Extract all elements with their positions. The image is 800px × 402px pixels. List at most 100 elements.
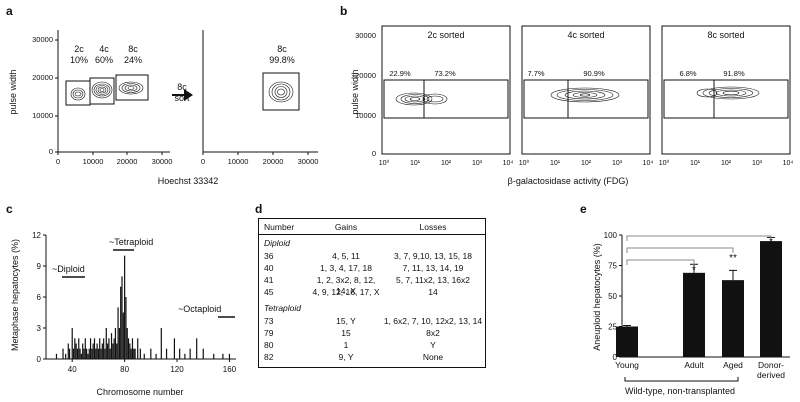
c-xlabel: Chromosome number [96,387,183,397]
gate-4c-name: 4c [99,44,109,54]
gate-2c-box [65,80,91,106]
a-contours-left [70,81,144,101]
a-right-xtick-30000: 30000 [298,157,319,166]
c-xtick-label: 160 [223,365,237,374]
sig-adult: * [692,265,696,276]
e-group-bracket [624,377,739,382]
table-row: 40 1, 3, 4, 17, 18 7, 11, 13, 14, 19 [264,263,464,273]
b-plot-8c-left-pct: 6.8% [679,69,696,78]
header-number: Number [264,222,295,232]
a-xtick-30000: 30000 [152,157,173,166]
e-significance-marks: * ** * [692,237,773,276]
e-xticks: Young Adult Aged Donor-derived [615,360,785,380]
e-group-label: Wild-type, non-transplanted [625,386,735,396]
panel-a-left-axes [55,30,170,155]
table-row: 41 1, 2, 3x2, 8, 12, 14, X 5, 7, 11x2, 13,… [264,275,471,296]
c-xticks: 40 80 120 160 [68,359,237,374]
gate-2c-name: 2c [74,44,84,54]
svg-text:10⁴: 10⁴ [503,160,514,167]
a-xtick-20000: 20000 [117,157,138,166]
gate-8c-box [115,74,149,101]
table-header: Number Gains Losses [259,222,485,233]
svg-text:10³: 10³ [752,160,763,167]
e-ytick-label: 25 [608,323,617,332]
karyotype-table: Number Gains Losses Diploid 36 4, 5, 11 3,… [258,218,486,368]
panel-b-figure: pulse width 30000 20000 10000 0 β-galact… [350,25,794,186]
e-ytick-label: 75 [608,262,617,271]
section-tetraploid: Tetraploid [264,303,302,313]
c-ytick-label: 0 [37,355,42,364]
b-plot-2c-left-pct: 22.9% [389,69,411,78]
b-ytick-0: 0 [372,149,376,158]
b-ytick-10000: 10000 [355,111,376,120]
b-plot-4c: 4c sorted 7.7% 90.9% [521,25,651,155]
e-bar [760,241,782,357]
svg-text:10²: 10² [441,160,452,167]
b-ytick-30000: 30000 [355,31,376,40]
svg-text:10³: 10³ [612,160,623,167]
panel-label-a: a [6,4,13,18]
panel-label-b: b [340,4,348,18]
c-bars [55,255,231,359]
header-divider [259,234,485,235]
svg-text:10⁴: 10⁴ [643,160,654,167]
a-xtick-10000: 10000 [83,157,104,166]
sig-donor: * [769,237,773,248]
e-ylabel: Aneuploid hepatocytes (%) [592,243,602,351]
b-plot-8c-right-pct: 91.8% [723,69,745,78]
e-bars [616,236,782,357]
panel-b-xticks: 10⁰ 10¹ 10² 10³ 10⁴ 10⁰ 10¹ 10² 10³ 10⁴ 10⁰ 10¹ 10… [379,159,794,167]
b-plot-2c: 2c sorted 22.9% 73.2% [381,25,511,155]
e-category-label: Adult [684,360,704,370]
a-right-xtick-20000: 20000 [263,157,284,166]
b-plot-2c-right-pct: 73.2% [434,69,456,78]
c-xtick-label: 40 [68,365,77,374]
a-ytick-30000: 30000 [32,35,53,44]
tetraploid-label: ~Tetraploid [109,237,153,247]
b-plot-8c-title: 8c sorted [707,30,744,40]
c-annotations: ~Tetraploid ~Diploid ~Octaploid [52,237,235,318]
svg-text:10¹: 10¹ [550,160,561,167]
panel-e-chart: Aneuploid hepatocytes (%) 100 75 50 25 0 You… [592,231,790,396]
gate-8c-pct: 24% [124,55,142,65]
e-ytick-label: 50 [608,292,617,301]
gate-4c-pct: 60% [95,55,113,65]
panel-c-chart: Metaphase hepatocytes (%) Chromosome num… [10,231,237,397]
panel-a-figure: 30000 20000 10000 0 0 10000 20000 30000 … [8,30,319,186]
a-gate-labels: 2c 10% 4c 60% 8c 24% [70,44,142,65]
svg-text:10²: 10² [721,160,732,167]
a-ytick-10000: 10000 [32,111,53,120]
svg-text:10²: 10² [581,160,592,167]
svg-text:10⁰: 10⁰ [659,159,670,167]
b-ylabel: pulse width [350,69,360,114]
a-contours-right [268,81,294,103]
svg-text:10³: 10³ [472,160,483,167]
svg-text:10¹: 10¹ [690,160,701,167]
table-row: 80 1 Y [264,340,436,350]
a-xtick-0: 0 [56,157,60,166]
b-ytick-20000: 20000 [355,71,376,80]
panel-a-right-axes [202,30,318,155]
header-losses: Losses [419,222,447,232]
e-bar [722,280,744,357]
e-bar [616,326,638,357]
b-plot-4c-title: 4c sorted [567,30,604,40]
table-row: 73 15, Y 1, 6x2, 7, 10, 12x2, 13, 14 [264,316,483,326]
gate-2c-pct: 10% [70,55,88,65]
e-ytick-label: 0 [613,353,618,362]
b-plot-4c-right-pct: 90.9% [583,69,605,78]
e-category-label: derived [757,370,785,380]
svg-text:10⁰: 10⁰ [379,159,390,167]
svg-text:10¹: 10¹ [410,160,421,167]
c-ytick-label: 12 [32,231,41,240]
panel-a-xticks: 0 10000 20000 30000 [56,157,173,166]
c-yticks: 12 9 6 3 0 [32,231,46,364]
b-plot-8c: 8c sorted 6.8% 91.8% [661,25,791,155]
b-plot-2c-title: 2c sorted [427,30,464,40]
a-right-xtick-10000: 10000 [228,157,249,166]
octaploid-label: ~Octaploid [178,304,221,314]
e-ytick-label: 100 [604,231,618,240]
panel-b-yticks: 30000 20000 10000 0 [355,31,376,158]
header-gains: Gains [334,222,358,232]
svg-text:10⁴: 10⁴ [783,160,794,167]
